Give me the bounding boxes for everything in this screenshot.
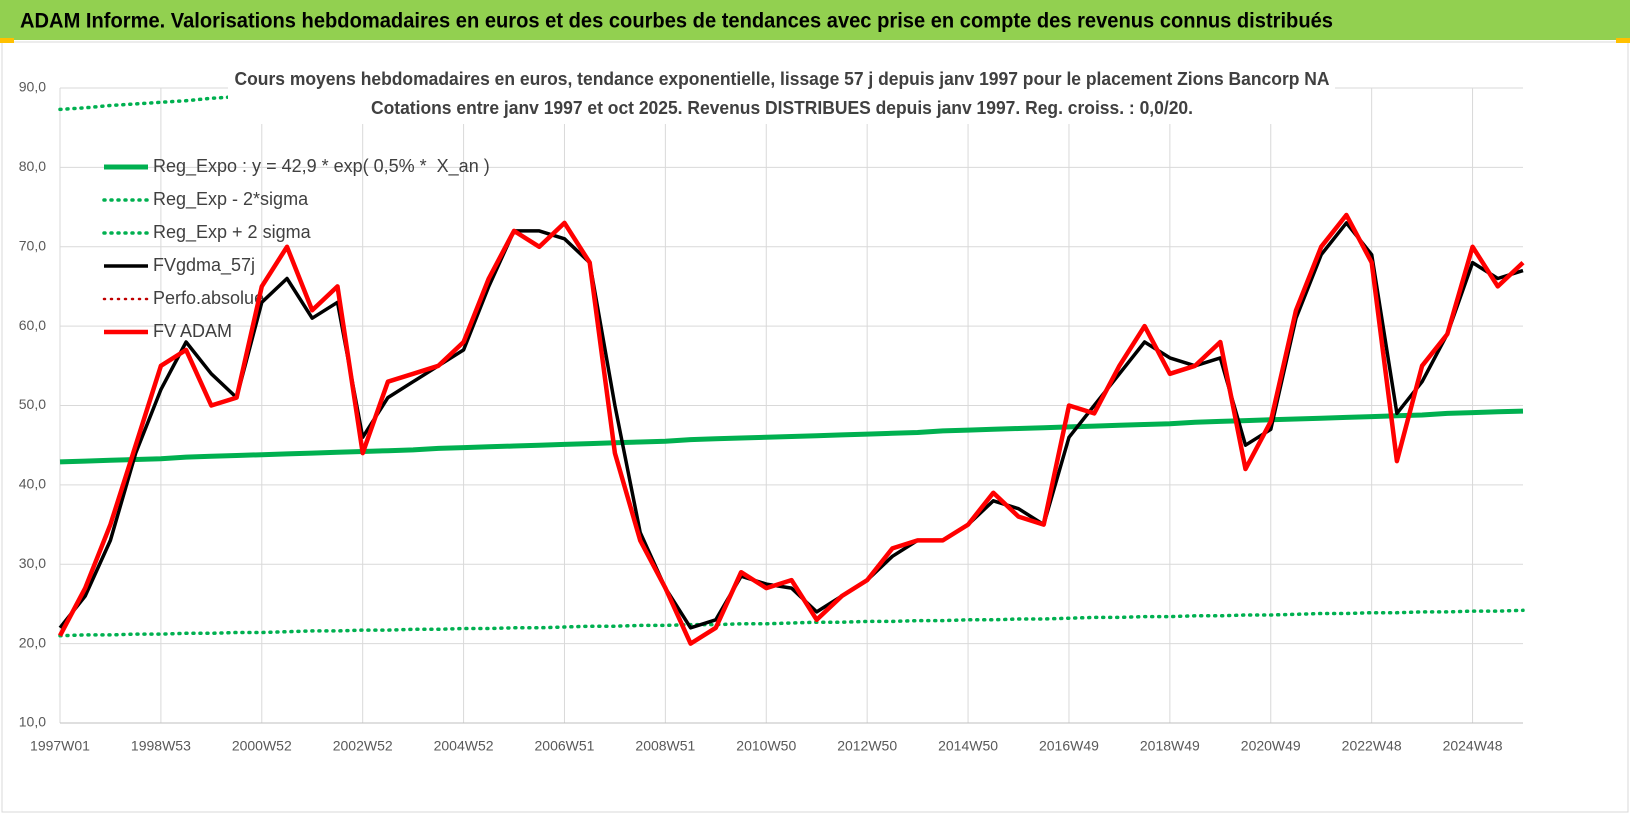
y-tick-label: 80,0 [19,158,46,174]
y-tick-label: 60,0 [19,317,46,333]
plot [58,88,1525,646]
x-tick-label: 2012W50 [837,738,897,754]
y-tick-label: 40,0 [19,476,46,492]
x-tick-label: 2006W51 [535,738,595,754]
x-tick-label: 1997W01 [30,738,90,754]
legend-label: Reg_Expo : y = 42,9 * exp( 0,5% * X_an ) [153,156,490,177]
y-tick-label: 90,0 [19,79,46,95]
legend-label: Perfo.absolue [153,288,264,308]
x-tick-label: 1998W53 [131,738,191,754]
y-tick-label: 20,0 [19,634,46,650]
legend-label: Reg_Exp - 2*sigma [153,189,309,210]
chart-border [1,41,1629,813]
x-tick-label: 2020W49 [1241,738,1301,754]
x-tick-label: 2010W50 [736,738,796,754]
chart-title: ADAM Informe. Valorisations hebdomadaire… [20,10,1333,33]
legend-label: FVgdma_57j [153,255,255,276]
x-tick-label: 2022W48 [1342,738,1402,754]
x-tick-label: 2014W50 [938,738,998,754]
subtitle: Cotations entre janv 1997 et oct 2025. R… [371,98,1193,118]
x-axis: 1997W01 1998W53 2000W52 2002W52 2004W52 2006W… [30,738,1503,754]
y-tick-label: 10,0 [19,714,46,730]
legend: Reg_Expo : y = 42,9 * exp( 0,5% * X_an )… [102,156,490,341]
subtitle-box [228,62,1335,124]
corner [1616,38,1630,43]
series-line [59,408,1524,465]
series-line [58,608,1525,638]
legend-label: Reg_Exp + 2 sigma [153,222,312,243]
x-tick-label: 2008W51 [635,738,695,754]
x-tick-label: 2016W49 [1039,738,1099,754]
subtitle: Cours moyens hebdomadaires en euros, ten… [235,69,1330,89]
y-tick-label: 30,0 [19,555,46,571]
y-tick-label: 70,0 [19,237,46,253]
series-line [58,212,1525,646]
legend-label: FV ADAM [153,321,232,341]
x-tick-label: 2004W52 [434,738,494,754]
corner [0,38,14,43]
x-tick-label: 2000W52 [232,738,292,754]
title-bar [0,0,1630,40]
x-tick-label: 2002W52 [333,738,393,754]
x-tick-label: 2018W49 [1140,738,1200,754]
y-tick-label: 50,0 [19,396,46,412]
x-tick-label: 2024W48 [1443,738,1503,754]
